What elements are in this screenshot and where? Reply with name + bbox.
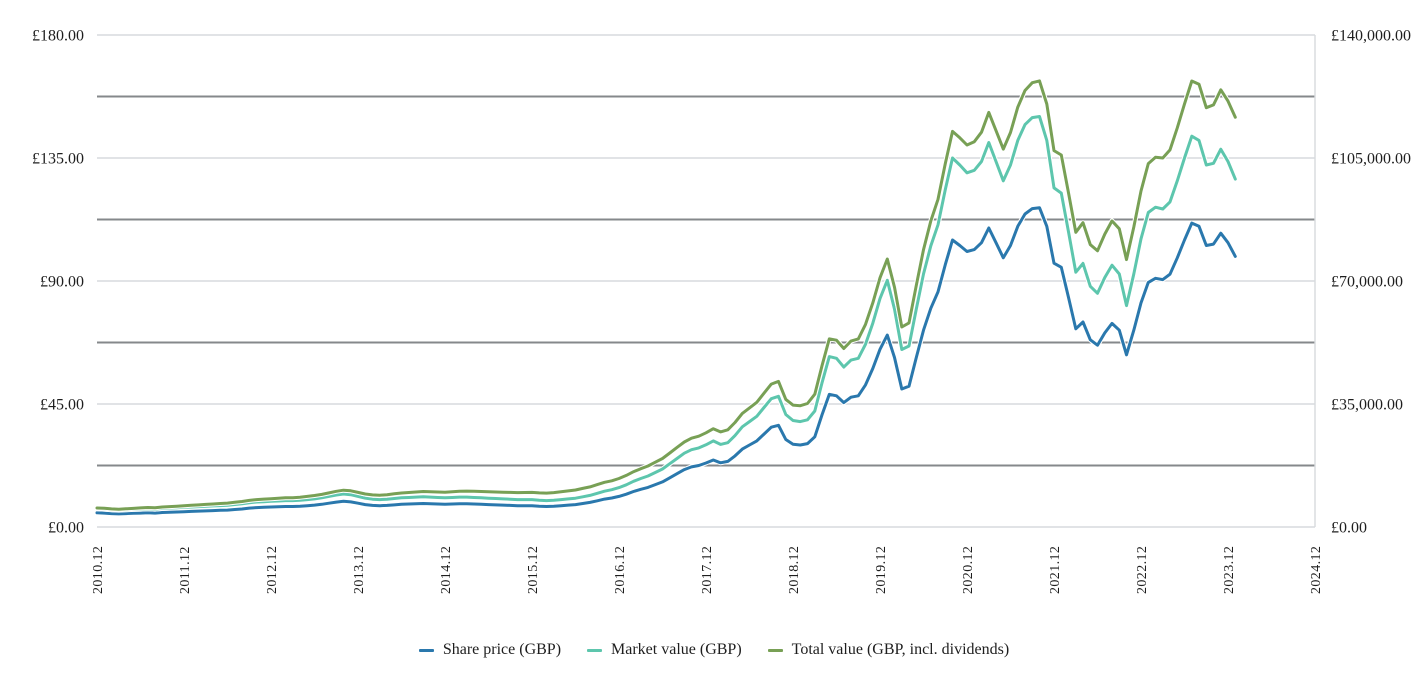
legend-dash-icon bbox=[767, 648, 783, 652]
x-axis-tick-label: 2019.12 bbox=[874, 546, 889, 594]
x-axis-tick-label: 2017.12 bbox=[700, 546, 715, 594]
left-axis-tick-label: £90.00 bbox=[40, 274, 84, 291]
x-axis-tick-label: 2021.12 bbox=[1048, 546, 1063, 594]
left-axis-tick-label: £180.00 bbox=[32, 28, 84, 45]
left-axis-tick-label: £135.00 bbox=[32, 151, 84, 168]
chart-canvas: £0.00 £45.00 £90.00 £135.00 £180.00 £0.00 £35,… bbox=[32, 28, 1411, 595]
legend-dash-icon bbox=[418, 648, 434, 652]
legend-dash-icon bbox=[587, 648, 603, 652]
right-axis-tick-label: £105,000.00 bbox=[1331, 151, 1411, 168]
legend-item-market-value: Market value (GBP) bbox=[587, 641, 742, 659]
x-axis-tick-label: 2011.12 bbox=[178, 546, 193, 594]
right-axis-tick-label: £140,000.00 bbox=[1331, 28, 1411, 45]
legend-label: Share price (GBP) bbox=[442, 641, 562, 658]
series-halo-total-value bbox=[94, 78, 1238, 512]
x-axis-tick-label: 2023.12 bbox=[1222, 546, 1237, 594]
chart-legend: Share price (GBP) Market value (GBP) Total… bbox=[0, 641, 1428, 659]
x-axis-tick-label: 2022.12 bbox=[1135, 546, 1150, 594]
x-axis-tick-label: 2014.12 bbox=[439, 546, 454, 594]
left-axis-tick-label: £45.00 bbox=[40, 397, 84, 414]
x-axis-tick-label: 2016.12 bbox=[613, 546, 628, 594]
x-axis-tick-label: 2024.12 bbox=[1309, 546, 1324, 594]
right-axis-tick-label: £35,000.00 bbox=[1331, 397, 1403, 414]
left-axis-tick-label: £0.00 bbox=[48, 520, 84, 537]
series-line-total-value bbox=[95, 79, 1237, 511]
x-axis-tick-label: 2020.12 bbox=[961, 546, 976, 594]
right-axis-tick-label: £0.00 bbox=[1331, 520, 1367, 537]
legend-item-total-value: Total value (GBP, incl. dividends) bbox=[767, 641, 1010, 659]
legend-label: Total value (GBP, incl. dividends) bbox=[791, 641, 1010, 658]
series-line-market-value bbox=[95, 115, 1237, 512]
legend-item-share-price: Share price (GBP) bbox=[418, 641, 562, 659]
x-axis-tick-label: 2013.12 bbox=[352, 546, 367, 594]
x-axis-tick-label: 2012.12 bbox=[265, 546, 280, 594]
series-line-share-price bbox=[95, 206, 1237, 516]
x-axis-tick-label: 2010.12 bbox=[91, 546, 106, 594]
right-axis-tick-label: £70,000.00 bbox=[1331, 274, 1403, 291]
x-axis-tick-label: 2018.12 bbox=[787, 546, 802, 594]
x-axis-tick-label: 2015.12 bbox=[526, 546, 541, 594]
legend-label: Market value (GBP) bbox=[611, 641, 742, 658]
